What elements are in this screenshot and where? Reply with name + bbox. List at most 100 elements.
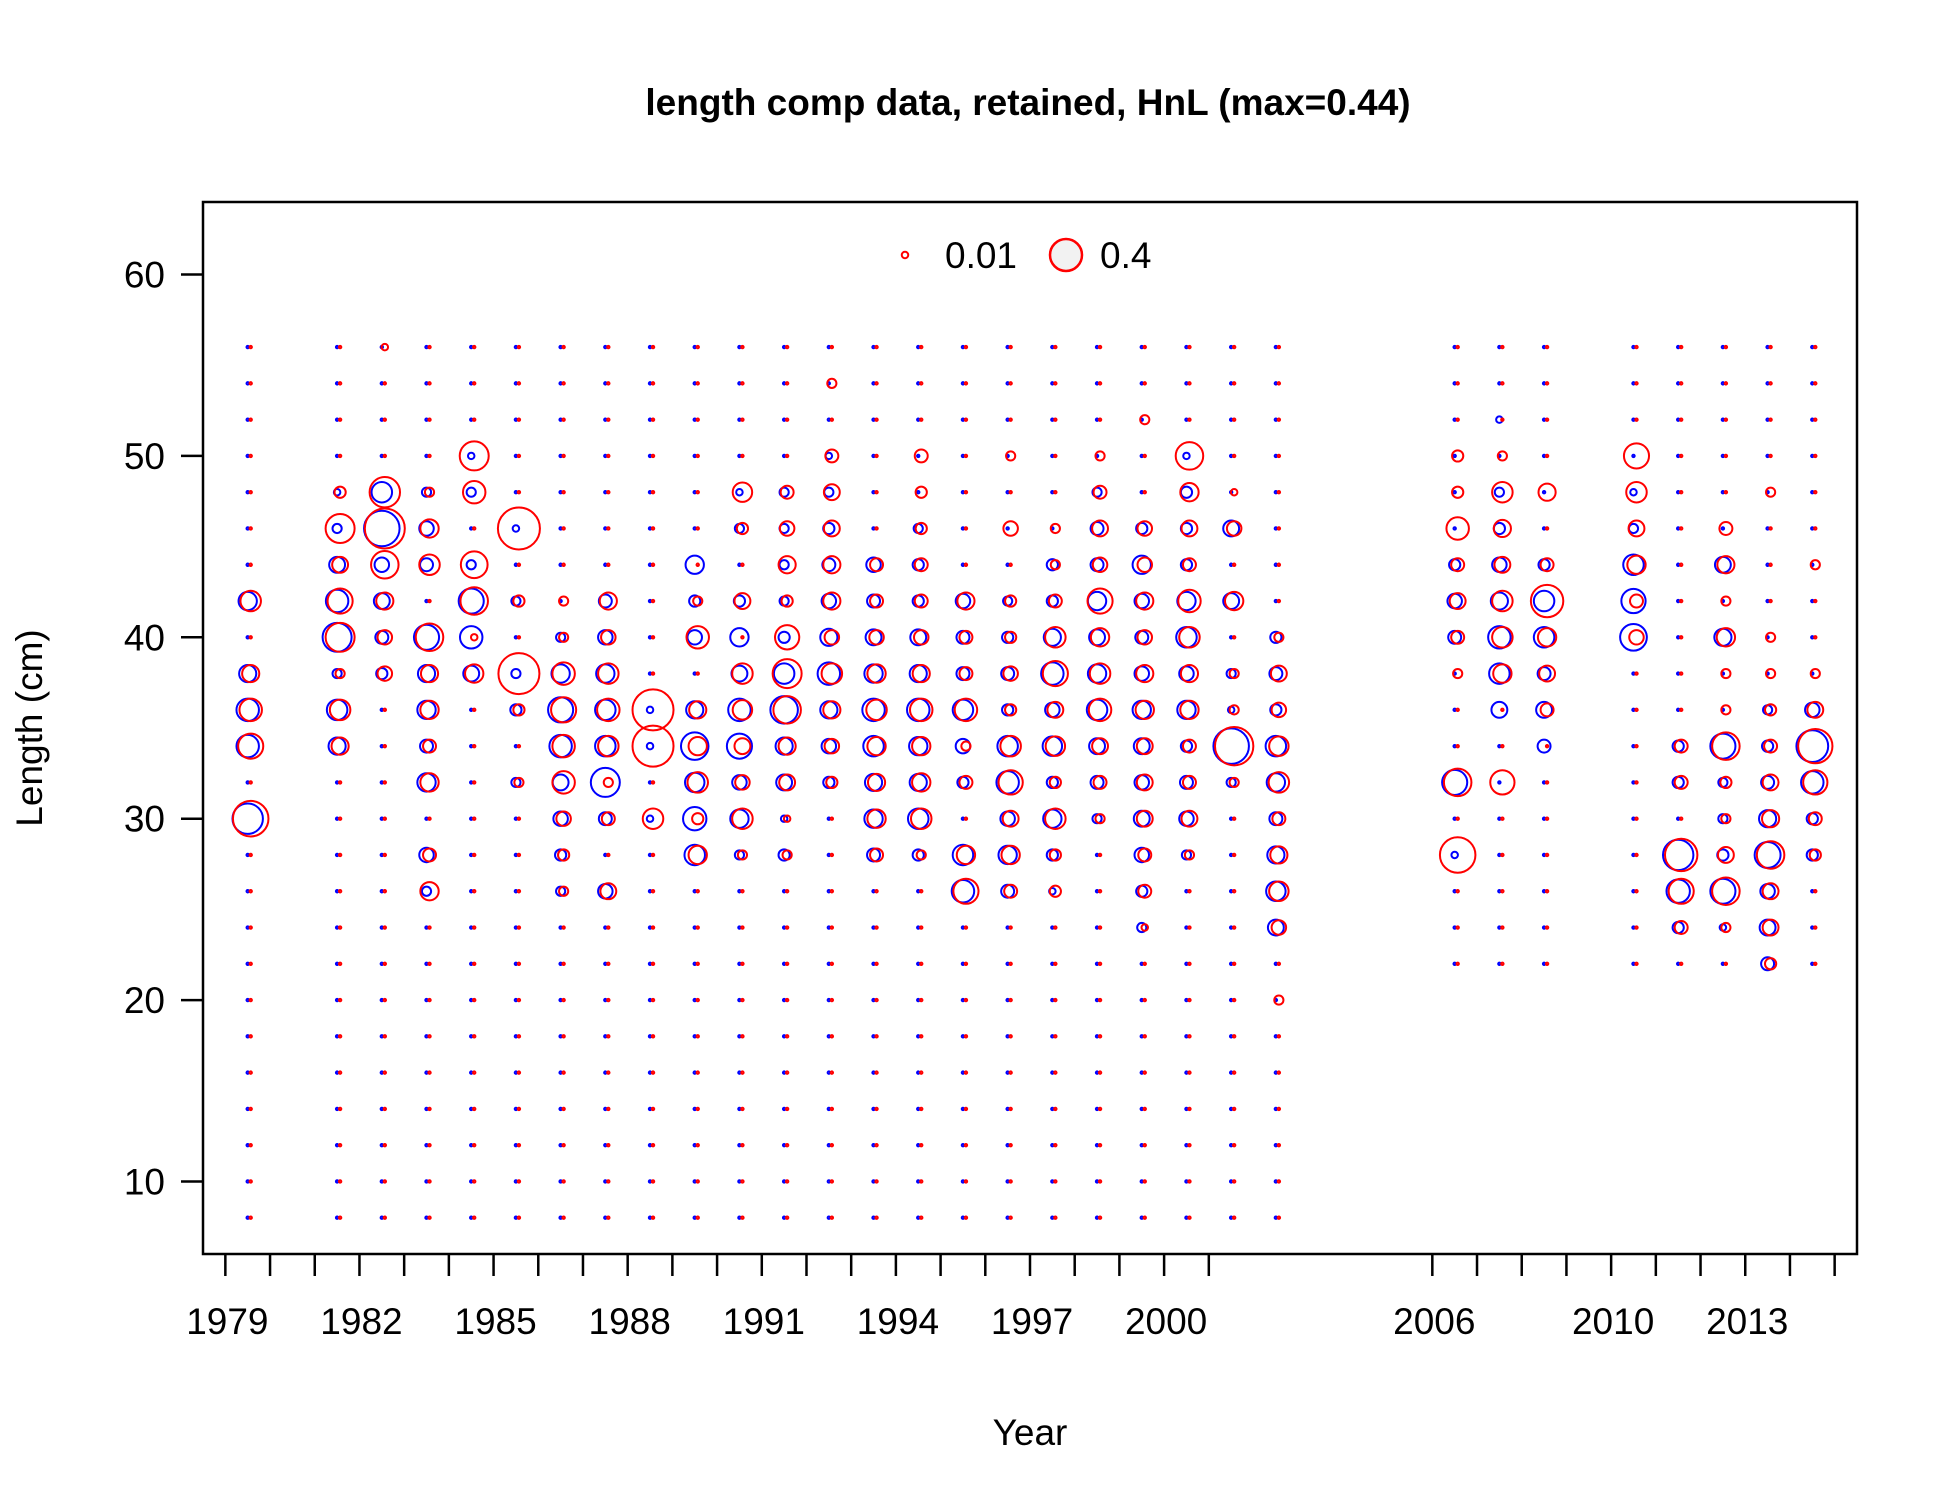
bubble-observed <box>1634 925 1639 930</box>
bubble-observed <box>919 1215 924 1220</box>
bubble-observed <box>248 961 253 966</box>
bubble-observed <box>963 1070 969 1075</box>
bubble-observed <box>248 417 253 422</box>
bubble-observed <box>516 889 522 894</box>
bubble-observed <box>337 1142 343 1148</box>
bubble-observed <box>1267 771 1291 794</box>
bubble-observed <box>1539 702 1555 718</box>
bubble-observed <box>1493 555 1512 574</box>
bubble-observed <box>516 635 522 640</box>
bubble-observed <box>650 417 656 422</box>
bubble-observed <box>1634 344 1639 350</box>
bubble-observed <box>337 1215 343 1220</box>
bubble-observed <box>427 925 432 930</box>
bubble-observed <box>472 1179 477 1184</box>
bubble-observed <box>561 490 566 495</box>
bubble-observed <box>337 925 343 930</box>
bubble-observed <box>911 735 932 757</box>
bubble-expected <box>777 630 791 644</box>
bubble-observed <box>1231 1179 1237 1184</box>
bubble-observed <box>239 589 262 613</box>
bubble-observed <box>650 562 656 567</box>
bubble-observed <box>599 882 618 901</box>
bubble-observed <box>1231 635 1237 640</box>
bubble-observed <box>736 849 749 861</box>
bubble-observed <box>1797 727 1834 765</box>
bubble-expected <box>418 520 435 537</box>
bubble-observed <box>606 925 611 930</box>
bubble-observed <box>516 1215 522 1220</box>
bubble-observed <box>919 1142 924 1148</box>
bubble-observed <box>1711 876 1741 906</box>
bubble-observed <box>1276 381 1282 386</box>
bubble-observed <box>1768 562 1773 567</box>
bubble-observed <box>1004 630 1018 644</box>
bubble-observed <box>915 849 927 861</box>
bubble-observed <box>829 1215 835 1220</box>
bubble-observed <box>829 1142 835 1148</box>
bubble-observed <box>695 490 700 495</box>
bubble-expected <box>1619 622 1648 652</box>
bubble-observed <box>1089 627 1111 648</box>
bubble-observed <box>334 668 346 680</box>
bubble-observed <box>461 479 487 505</box>
bubble-observed <box>1813 417 1818 422</box>
bubble-observed <box>1049 559 1061 571</box>
bubble-observed <box>695 344 700 350</box>
bubble-expected <box>865 556 882 574</box>
bubble-observed <box>516 925 522 930</box>
bubble-observed <box>650 961 656 966</box>
bubble-observed <box>1544 889 1550 894</box>
bubble-observed <box>1673 738 1689 754</box>
bubble-observed <box>1181 557 1197 573</box>
bubble-observed <box>337 961 343 966</box>
bubble-observed <box>326 587 354 615</box>
bubble-observed <box>248 1215 253 1220</box>
bubble-observed <box>231 799 270 838</box>
bubble-observed <box>1544 961 1550 966</box>
bubble-observed <box>1678 417 1684 422</box>
bubble-observed <box>472 743 477 749</box>
bubble-observed <box>1137 847 1153 863</box>
bubble-observed <box>1142 381 1147 386</box>
bubble-observed <box>561 526 566 531</box>
bubble-observed <box>1142 1070 1147 1075</box>
bubble-observed <box>1491 626 1514 649</box>
bubble-observed <box>650 1142 656 1148</box>
bubble-expected <box>645 814 655 823</box>
bubble-expected <box>1131 554 1152 575</box>
bubble-observed <box>1136 629 1154 646</box>
bubble-observed <box>1097 381 1103 386</box>
bubble-observed <box>1492 663 1513 684</box>
bubble-observed <box>1455 381 1460 386</box>
bubble-expected <box>683 843 706 867</box>
bubble-expected <box>1452 453 1457 459</box>
bubble-observed <box>866 808 887 829</box>
bubble-observed <box>650 381 656 386</box>
bubble-observed <box>1183 849 1196 861</box>
bubble-observed <box>650 598 656 604</box>
bubble-observed <box>1723 417 1729 422</box>
bubble-observed <box>1500 417 1505 422</box>
bubble-observed <box>248 1070 253 1075</box>
bubble-expected <box>909 628 928 647</box>
bubble-observed <box>822 555 842 575</box>
bubble-expected <box>684 554 705 575</box>
bubble-observed <box>1087 697 1113 723</box>
bubble-expected <box>862 734 885 758</box>
bubble-observed <box>1544 852 1550 858</box>
bubble-observed <box>1008 1142 1013 1148</box>
bubble-observed <box>1003 883 1019 899</box>
bubble-observed <box>1544 417 1550 422</box>
bubble-observed <box>1663 837 1699 873</box>
bubble-observed <box>597 662 620 685</box>
bubble-observed <box>963 381 969 386</box>
bubble-observed <box>1001 809 1020 828</box>
bubble-observed <box>1041 660 1069 688</box>
bubble-observed <box>382 1070 388 1075</box>
bubble-observed <box>598 591 618 611</box>
bubble-observed <box>731 662 754 685</box>
bubble-expected <box>861 697 886 723</box>
bubble-observed <box>1187 1179 1192 1184</box>
